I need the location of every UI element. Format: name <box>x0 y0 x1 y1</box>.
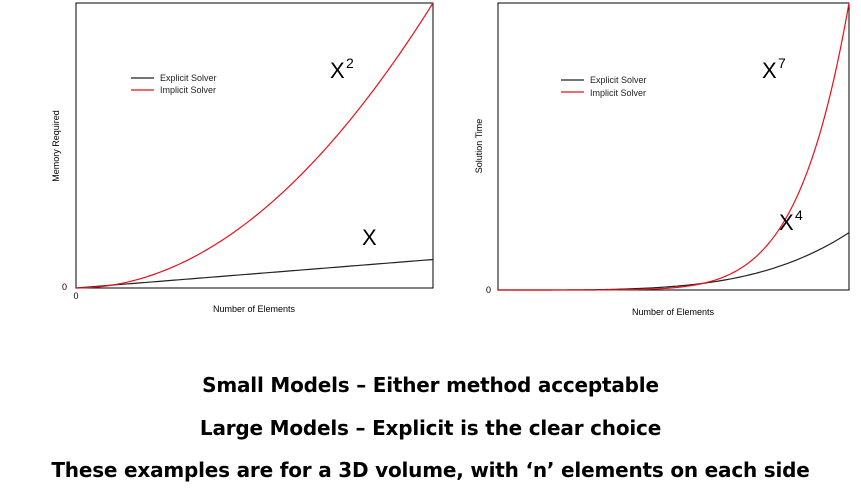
annotation-explicit-base: X <box>779 210 794 235</box>
y-axis-label: Memory Required <box>51 110 61 182</box>
annotation-explicit-base: X <box>362 225 377 250</box>
series-line-implicit <box>498 2 850 291</box>
legend: Explicit Solver Implicit Solver <box>131 73 217 95</box>
legend-label-explicit: Explicit Solver <box>160 73 217 83</box>
series-line-explicit <box>75 258 434 289</box>
caption-large-models: Large Models – Explicit is the clear cho… <box>199 416 662 440</box>
solution-time-chart: Solution Time Number of Elements 0 Expli… <box>474 2 850 317</box>
legend-label-explicit: Explicit Solver <box>590 75 647 85</box>
series-line-implicit <box>75 2 434 289</box>
plot-frame <box>497 2 850 291</box>
memory-chart: Memory Required Number of Elements 0 0 E… <box>51 2 434 314</box>
annotation-implicit: X 2 <box>330 55 354 83</box>
x-axis-label: Number of Elements <box>213 304 296 314</box>
x-tick-label: 0 <box>73 291 78 301</box>
annotation-implicit-exponent: 7 <box>778 55 786 71</box>
annotation-implicit-exponent: 2 <box>346 55 354 71</box>
annotation-explicit: X 4 <box>779 207 803 235</box>
y-tick-label: 0 <box>486 285 491 295</box>
legend-label-implicit: Implicit Solver <box>590 88 646 98</box>
legend: Explicit Solver Implicit Solver <box>561 75 647 98</box>
caption-3d-volume-note: These examples are for a 3D volume, with… <box>51 458 810 482</box>
series-line-explicit <box>498 232 850 291</box>
annotation-explicit: X <box>362 225 377 250</box>
legend-label-implicit: Implicit Solver <box>160 85 216 95</box>
y-tick-label: 0 <box>62 282 67 292</box>
x-axis-label: Number of Elements <box>632 307 715 317</box>
plot-frame <box>75 2 434 289</box>
annotation-implicit-base: X <box>762 58 777 83</box>
y-axis-label: Solution Time <box>474 119 484 174</box>
annotation-implicit: X 7 <box>762 55 786 83</box>
annotation-explicit-exponent: 4 <box>795 207 803 223</box>
caption-small-models: Small Models – Either method acceptable <box>202 373 659 397</box>
annotation-implicit-base: X <box>330 58 345 83</box>
